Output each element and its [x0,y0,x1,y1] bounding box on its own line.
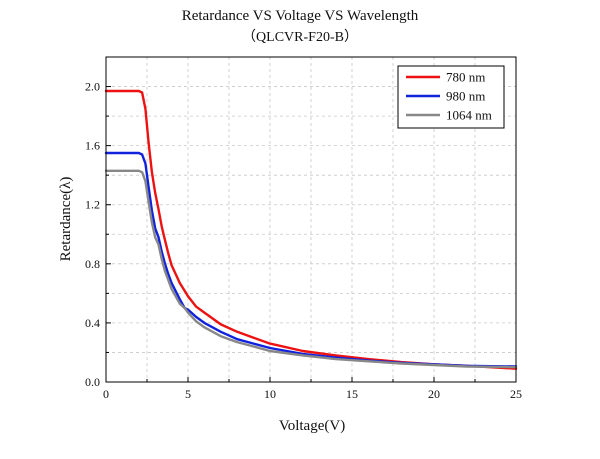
x-tick-label: 10 [264,387,276,401]
y-axis-label: Retardance(λ) [58,177,74,262]
x-axis-label: Voltage(V) [279,418,345,434]
legend-label-3: 1064 nm [446,108,492,123]
y-tick-label: 1.2 [85,198,100,212]
series-line-3 [104,169,518,369]
chart-title: Retardance VS Voltage VS Wavelength [182,8,419,24]
legend: 780 nm 980 nm 1064 nm [397,65,505,129]
x-tick-label: 20 [428,387,440,401]
y-tick-label: 1.6 [85,139,100,153]
x-tick-label: 15 [346,387,358,401]
series-lines [104,89,518,370]
axis-ticks: 0 5 10 15 20 25 0.0 0.4 0.8 1.2 1.6 2.0 [85,56,522,401]
series-line-1 [104,89,518,370]
y-tick-label: 2.0 [85,80,100,94]
y-tick-label: 0.8 [85,257,100,271]
x-tick-label: 0 [103,387,109,401]
y-tick-label: 0.4 [85,316,100,330]
legend-label-2: 980 nm [446,89,485,104]
x-tick-label: 5 [185,387,191,401]
legend-label-1: 780 nm [446,70,485,85]
chart-subtitle: （QLCVR-F20-B） [242,29,358,45]
x-tick-label: 25 [510,387,522,401]
y-tick-label: 0.0 [85,375,100,389]
grid-lines [106,57,516,382]
